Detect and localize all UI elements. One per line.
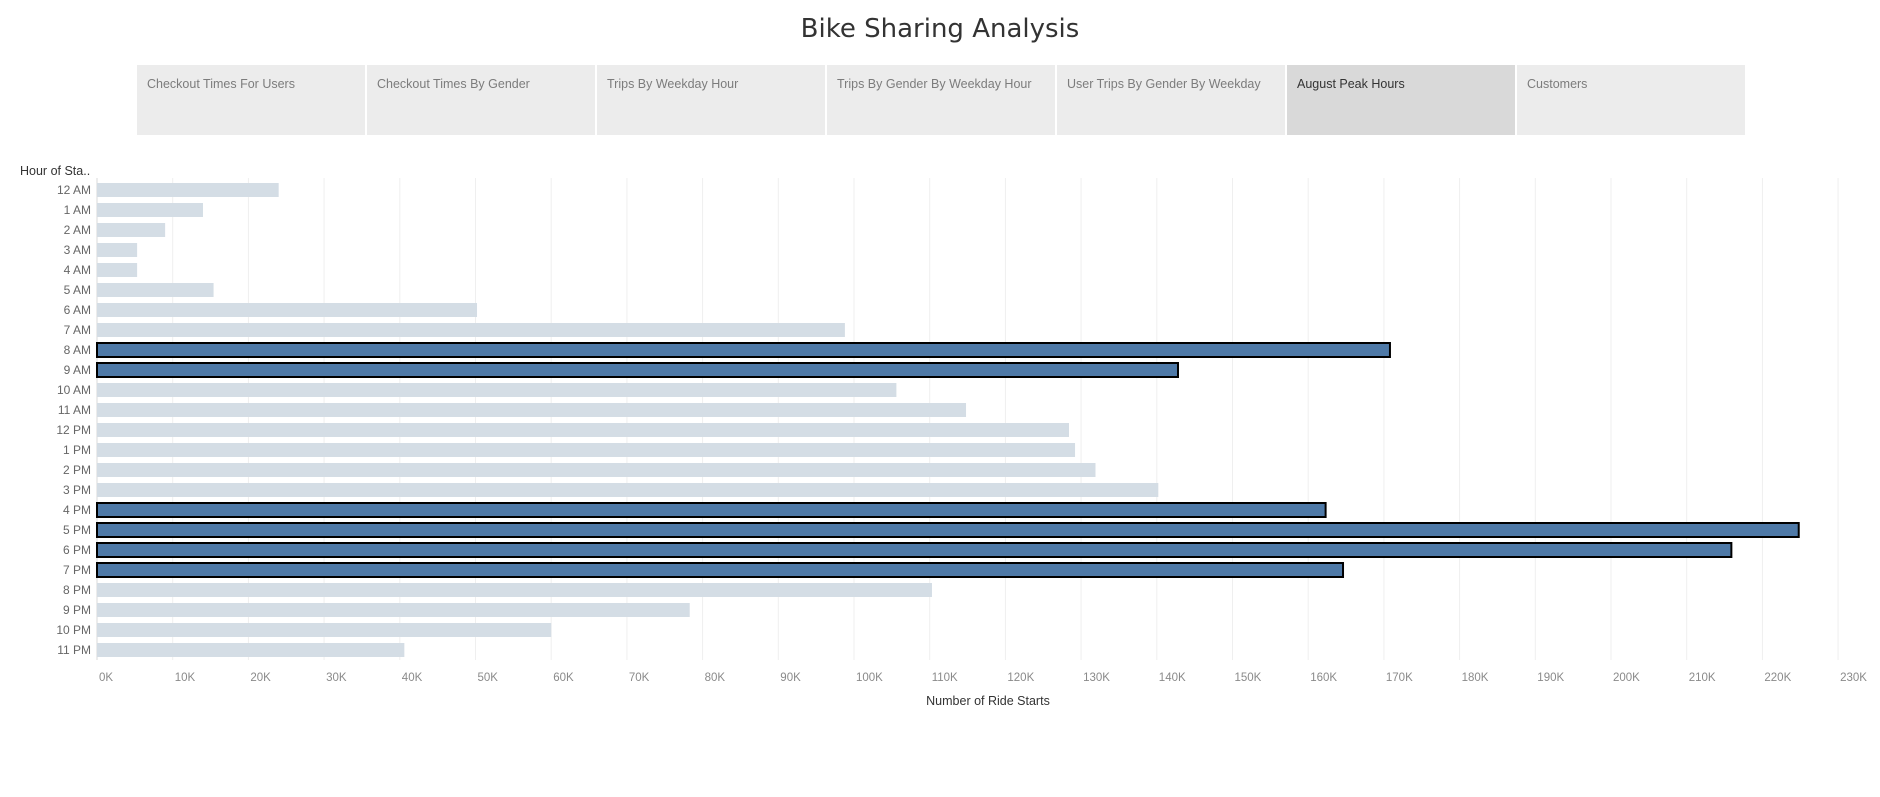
x-tick-labels: 0K 10K 20K 30K 40K 50K 60K 70K 80K 90K 100K 110K 120…	[99, 672, 1867, 684]
bar-highlighted[interactable]	[96, 342, 1391, 358]
y-axis-title: Hour of Sta..	[20, 164, 90, 178]
x-tick-label: 70K	[629, 672, 650, 684]
bar[interactable]	[97, 463, 1096, 477]
x-tick-label: 160K	[1310, 672, 1337, 684]
bar[interactable]	[97, 223, 166, 237]
bar[interactable]	[97, 403, 967, 417]
category-label: 3 PM	[63, 483, 91, 497]
x-tick-label: 20K	[250, 672, 271, 684]
tab-user-trips-by-gender-by-weekday[interactable]: User Trips By Gender By Weekday	[1057, 65, 1285, 135]
bar[interactable]	[97, 203, 203, 217]
tab-customers[interactable]: Customers	[1517, 65, 1745, 135]
tab-trips-by-weekday-hour[interactable]: Trips By Weekday Hour	[597, 65, 825, 135]
category-label: 8 PM	[63, 583, 91, 597]
x-axis-title: Number of Ride Starts	[926, 694, 1050, 708]
bar[interactable]	[97, 323, 845, 337]
x-tick-label: 110K	[932, 672, 958, 684]
category-label: 2 PM	[63, 463, 91, 477]
bar-highlighted[interactable]	[96, 502, 1327, 518]
x-tick-label: 230K	[1840, 672, 1867, 684]
gridlines	[96, 178, 1839, 660]
x-tick-label: 40K	[402, 672, 423, 684]
category-label: 9 PM	[63, 603, 91, 617]
tab-august-peak-hours[interactable]: August Peak Hours	[1287, 65, 1515, 135]
category-label: 5 PM	[63, 523, 91, 537]
category-label: 6 PM	[63, 543, 91, 557]
x-tick-label: 120K	[1007, 672, 1034, 684]
x-tick-label: 210K	[1689, 672, 1716, 684]
x-tick-label: 170K	[1386, 672, 1413, 684]
bar-highlighted[interactable]	[96, 362, 1179, 378]
bar[interactable]	[97, 623, 552, 637]
category-label: 1 PM	[63, 443, 91, 457]
x-tick-label: 50K	[478, 672, 499, 684]
category-label: 7 AM	[64, 323, 91, 337]
tab-trips-by-gender-by-weekday-hour[interactable]: Trips By Gender By Weekday Hour	[827, 65, 1055, 135]
bar[interactable]	[97, 263, 138, 277]
category-label: 6 AM	[64, 303, 91, 317]
category-label: 10 PM	[56, 623, 91, 637]
category-label: 4 PM	[63, 503, 91, 517]
x-tick-label: 200K	[1613, 672, 1640, 684]
story-tabs: Checkout Times For Users Checkout Times …	[137, 65, 1747, 135]
category-label: 2 AM	[64, 223, 91, 237]
bar[interactable]	[97, 583, 932, 597]
x-tick-label: 220K	[1764, 672, 1791, 684]
category-label: 9 AM	[64, 363, 91, 377]
category-label: 11 AM	[58, 403, 91, 417]
dashboard-title: Bike Sharing Analysis	[800, 14, 1080, 44]
bar[interactable]	[97, 643, 405, 657]
bar-highlighted[interactable]	[96, 542, 1733, 558]
bar-highlighted[interactable]	[96, 522, 1800, 538]
category-labels: 12 AM 1 AM 2 AM 3 AM 4 AM 5 AM 6 AM 7 AM 8 AM 9 A…	[56, 183, 91, 657]
x-tick-label: 100K	[856, 672, 883, 684]
category-label: 3 AM	[64, 243, 91, 257]
category-label: 1 AM	[64, 203, 91, 217]
bar[interactable]	[97, 243, 138, 257]
x-tick-label: 140K	[1159, 672, 1186, 684]
tab-checkout-times-by-gender[interactable]: Checkout Times By Gender	[367, 65, 595, 135]
category-label: 5 AM	[64, 283, 91, 297]
x-tick-label: 180K	[1462, 672, 1489, 684]
bar[interactable]	[97, 483, 1159, 497]
x-tick-label: 190K	[1537, 672, 1564, 684]
category-label: 8 AM	[64, 343, 91, 357]
category-label: 11 PM	[57, 643, 91, 657]
bar-highlighted[interactable]	[96, 562, 1345, 578]
x-tick-label: 0K	[99, 672, 113, 684]
bar[interactable]	[97, 283, 214, 297]
bars	[96, 183, 1800, 657]
bar[interactable]	[97, 423, 1069, 437]
x-tick-label: 80K	[705, 672, 726, 684]
category-label: 12 AM	[57, 183, 91, 197]
bar[interactable]	[97, 383, 897, 397]
category-label: 4 AM	[64, 263, 91, 277]
bar[interactable]	[97, 303, 478, 317]
x-tick-label: 10K	[175, 672, 196, 684]
bar[interactable]	[97, 603, 690, 617]
category-label: 10 AM	[57, 383, 91, 397]
bar[interactable]	[97, 443, 1076, 457]
category-label: 12 PM	[56, 423, 91, 437]
x-tick-label: 90K	[780, 672, 801, 684]
bar[interactable]	[97, 183, 279, 197]
x-tick-label: 130K	[1083, 672, 1110, 684]
tab-checkout-times-for-users[interactable]: Checkout Times For Users	[137, 65, 365, 135]
x-tick-label: 60K	[553, 672, 574, 684]
category-label: 7 PM	[63, 563, 91, 577]
x-tick-label: 150K	[1235, 672, 1262, 684]
x-tick-label: 30K	[326, 672, 347, 684]
